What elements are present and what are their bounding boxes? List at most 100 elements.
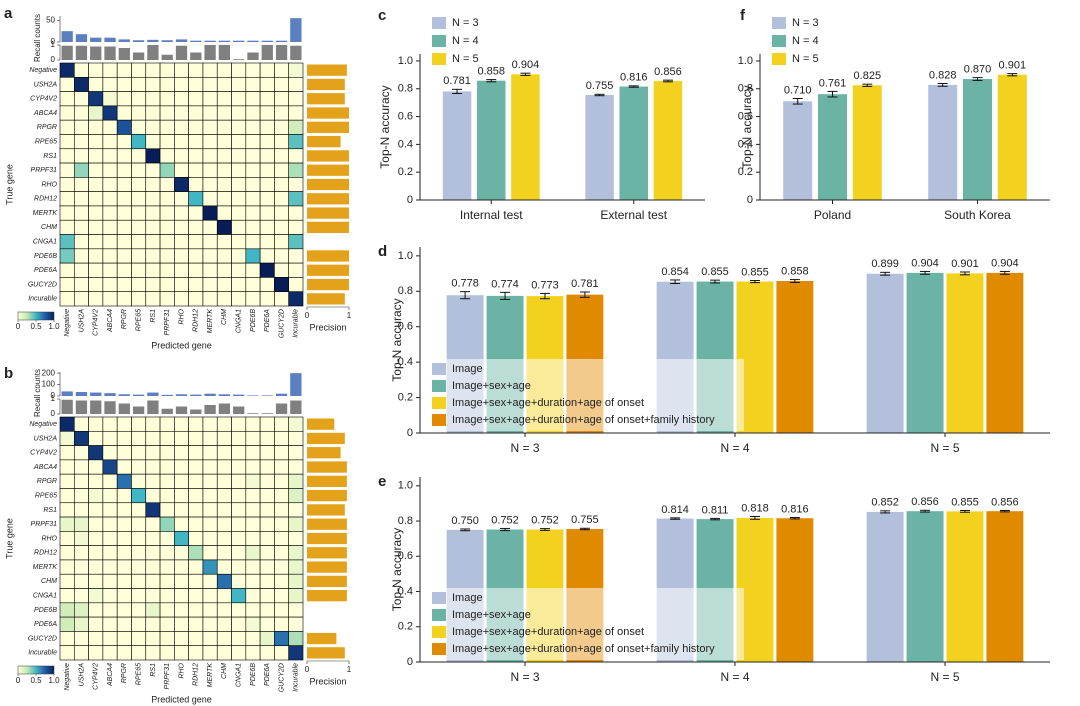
legend-label: N = 4: [452, 35, 479, 47]
recall-bar: [290, 45, 302, 60]
heatmap-cell: [145, 588, 161, 604]
heatmap-cell: [231, 488, 247, 504]
heatmap-cell: [188, 416, 204, 432]
row-label: CHM: [41, 578, 57, 585]
heatmap-cell: [131, 234, 147, 250]
heatmap-cell: [88, 234, 104, 250]
y-tick-label: 0.2: [398, 391, 413, 403]
heatmap-cell: [59, 91, 75, 107]
y-tick-label: 0.8: [738, 83, 753, 95]
heatmap-cell: [59, 219, 75, 235]
error-bar: [999, 270, 1010, 275]
row-label: GUCY2D: [28, 281, 57, 288]
precision-bar: [307, 250, 349, 262]
heatmap-cell: [73, 430, 89, 446]
heatmap-cell: [102, 262, 118, 278]
heatmap-cell: [174, 516, 189, 532]
heatmap-cell: [259, 177, 275, 192]
count-bar: [275, 393, 288, 396]
heatmap-cell: [216, 105, 232, 121]
y-tick-label: 0: [51, 409, 56, 418]
heatmap-cell: [202, 191, 218, 207]
heatmap-cell: [188, 177, 204, 192]
axis-label: Top-N accuracy: [390, 298, 404, 381]
heatmap-cell: [159, 277, 175, 293]
heatmap-cell: [116, 559, 132, 575]
y-tick-label: 0: [407, 656, 413, 668]
heatmap-cell: [159, 602, 175, 618]
heatmap-cell: [88, 205, 104, 221]
heatmap-cell: [216, 473, 232, 489]
error-bar: [579, 291, 590, 298]
heatmap-cell: [145, 645, 161, 661]
heatmap-cell: [259, 459, 275, 475]
row-label: GUCY2D: [28, 635, 57, 642]
heatmap-cell: [202, 119, 218, 135]
y-tick-label: 1: [51, 394, 56, 403]
value-label: 0.814: [661, 504, 689, 516]
heatmap-cell: [88, 76, 104, 92]
heatmap-cell: [288, 602, 304, 618]
col-label: RS1: [150, 663, 157, 677]
heatmap-cell: [274, 445, 290, 461]
heatmap-cell: [245, 291, 261, 307]
heatmap-cell: [73, 134, 89, 150]
heatmap-cell: [231, 616, 247, 632]
error-bar: [920, 509, 931, 513]
col-label: PDE6A: [264, 663, 271, 686]
heatmap-cell: [174, 162, 189, 178]
heatmap-cell: [88, 291, 104, 307]
heatmap-cell: [116, 219, 132, 235]
col-label: RPE65: [135, 663, 142, 685]
heatmap-cell: [188, 205, 204, 221]
heatmap-cell: [288, 459, 304, 475]
heatmap-cell: [102, 234, 118, 250]
y-tick-label: 0.8: [398, 285, 413, 297]
heatmap-cell: [274, 234, 290, 250]
recall-bar: [204, 405, 216, 414]
heatmap-cell: [73, 234, 89, 250]
heatmap-cell: [116, 105, 132, 121]
heatmap-cell: [202, 602, 218, 618]
y-tick-label: 1.0: [738, 55, 753, 67]
heatmap-cell: [116, 119, 132, 135]
heatmap-cell: [245, 430, 261, 446]
heatmap-cell: [274, 616, 290, 632]
error-bar: [452, 88, 463, 94]
heatmap-cell: [145, 573, 161, 589]
heatmap-cell: [188, 531, 204, 546]
heatmap-cell: [188, 445, 204, 461]
heatmap-cell: [245, 91, 261, 107]
y-tick-label: 0: [51, 37, 56, 46]
heatmap-cell: [73, 445, 89, 461]
recall-bar: [132, 52, 145, 60]
recall-bar: [61, 45, 73, 60]
heatmap-cell: [274, 191, 290, 207]
recall-bar: [61, 399, 73, 414]
precision-bar: [307, 489, 347, 502]
heatmap-cell: [259, 162, 275, 178]
bar: [946, 273, 984, 433]
error-bar: [959, 509, 970, 513]
heatmap-cell: [145, 119, 161, 135]
heatmap-cell: [59, 473, 75, 489]
legend-swatch: [432, 609, 446, 621]
heatmap-cell: [59, 134, 75, 150]
error-bar: [827, 90, 838, 98]
heatmap-cell: [288, 531, 304, 546]
heatmap-cell: [73, 559, 89, 575]
heatmap-cell: [259, 645, 275, 661]
heatmap-cell: [102, 502, 118, 518]
value-label: 0.856: [654, 66, 682, 78]
heatmap-cell: [116, 616, 132, 632]
error-bar: [999, 509, 1010, 513]
heatmap-cell: [116, 473, 132, 489]
recall-bar: [75, 400, 88, 414]
row-label: Negative: [29, 67, 57, 74]
heatmap-cell: [73, 645, 89, 661]
error-bar: [500, 527, 511, 532]
heatmap-cell: [174, 234, 189, 250]
bar: [986, 272, 1024, 433]
heatmap-cell: [159, 291, 175, 307]
heatmap-cell: [231, 205, 247, 221]
